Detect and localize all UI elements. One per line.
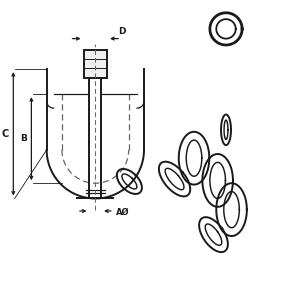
Text: B: B (20, 134, 27, 143)
Text: C: C (2, 129, 9, 139)
Bar (83, 50, 107, 78)
Text: AØ: AØ (116, 208, 129, 217)
Text: D: D (118, 27, 126, 36)
